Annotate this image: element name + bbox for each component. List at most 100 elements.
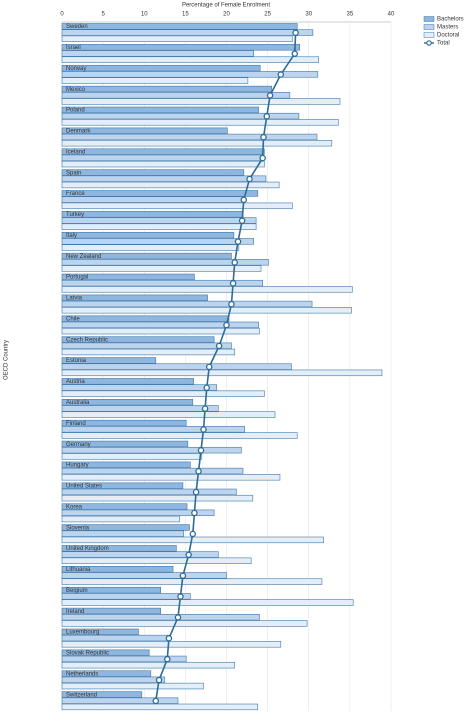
line-point <box>240 196 248 204</box>
bar <box>61 578 323 585</box>
bar <box>61 620 308 627</box>
line-point <box>203 384 211 391</box>
bar <box>61 321 259 329</box>
bar <box>61 44 301 51</box>
bar <box>61 127 228 134</box>
line-point <box>291 50 299 57</box>
line-point <box>152 697 160 705</box>
bar <box>61 357 157 364</box>
category-label: United Kingdom <box>66 546 109 552</box>
category-label: Finland <box>66 421 86 427</box>
legend-label: Doctoral <box>437 33 459 39</box>
bar <box>61 265 262 272</box>
x-tick-label: 40 <box>388 12 395 18</box>
bar <box>61 676 166 684</box>
category-label: Estonia <box>66 358 87 364</box>
bar <box>61 649 150 656</box>
line-point <box>234 238 242 245</box>
x-tick-label: 35 <box>347 12 354 18</box>
bar <box>61 71 319 78</box>
legend-label: Masters <box>437 25 458 31</box>
y-axis-title: OECD Country <box>4 340 10 380</box>
bar <box>61 530 185 537</box>
bar <box>61 244 240 251</box>
category-label: Mexico <box>66 87 86 93</box>
line-point <box>164 655 171 663</box>
bar <box>61 378 194 385</box>
bar <box>61 252 232 260</box>
bar <box>61 133 318 141</box>
bar <box>61 231 235 239</box>
bar <box>61 300 313 308</box>
bar <box>61 181 280 189</box>
bar <box>61 119 339 126</box>
bar <box>61 50 254 57</box>
bar <box>61 175 267 182</box>
bar <box>61 217 257 224</box>
bar <box>61 369 383 377</box>
line-point <box>260 133 267 141</box>
legend-swatch <box>426 40 432 46</box>
line-point <box>292 29 299 37</box>
category-label: Sweden <box>66 24 88 30</box>
category-label: Israel <box>66 45 81 51</box>
bar <box>61 655 187 663</box>
bar <box>61 440 189 448</box>
line-point <box>189 530 197 538</box>
category-label: United States <box>66 484 102 490</box>
bar <box>61 384 217 391</box>
bar <box>61 503 188 510</box>
bar <box>61 697 179 704</box>
category-label: Ireland <box>66 609 84 615</box>
bar <box>61 399 194 406</box>
bar <box>61 607 161 615</box>
bar <box>61 515 180 523</box>
bar <box>61 77 249 84</box>
line-point <box>174 614 182 621</box>
category-label: Portugal <box>66 275 88 281</box>
category-label: Lithuania <box>66 567 91 573</box>
category-label: Turkey <box>66 212 84 218</box>
bar <box>61 336 215 343</box>
category-label: Luxembourg <box>66 630 99 636</box>
bar <box>61 223 257 230</box>
x-tick-label: 10 <box>141 12 148 18</box>
bar <box>61 411 276 418</box>
bar <box>61 139 333 147</box>
bar <box>61 599 354 606</box>
bar <box>61 593 191 600</box>
bar <box>61 106 259 114</box>
category-label: France <box>66 191 85 197</box>
bar <box>61 154 262 162</box>
line-point <box>197 447 205 454</box>
bar <box>61 432 298 439</box>
bar <box>61 294 208 302</box>
bar <box>61 35 293 43</box>
line-point <box>223 321 230 329</box>
bar <box>61 494 254 502</box>
bar <box>61 211 244 218</box>
legend-swatch <box>423 32 435 38</box>
line-point <box>191 509 198 517</box>
category-label: New Zealand <box>66 254 101 260</box>
bar <box>61 259 269 266</box>
bar <box>61 661 236 669</box>
category-label: Chile <box>66 316 80 322</box>
line-point <box>246 175 253 183</box>
line-point <box>185 551 192 559</box>
bar <box>61 279 263 287</box>
bar <box>61 614 260 621</box>
bar <box>61 56 319 63</box>
bar <box>61 348 236 356</box>
line-point <box>200 426 207 433</box>
line-point <box>277 71 285 78</box>
bar <box>61 488 237 496</box>
bar <box>61 628 139 636</box>
bar <box>61 634 170 642</box>
x-tick-label: 5 <box>101 12 105 18</box>
bar <box>61 691 143 698</box>
line-point <box>155 676 163 684</box>
bar <box>61 92 291 99</box>
